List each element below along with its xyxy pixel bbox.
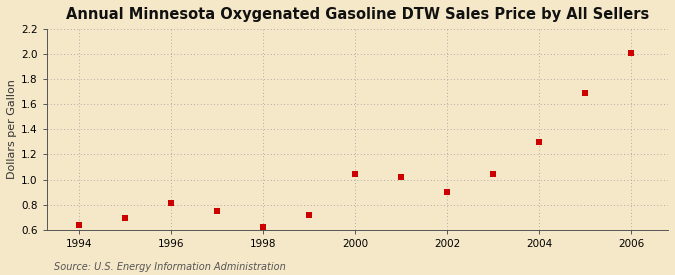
- Point: [304, 213, 315, 217]
- Point: [350, 172, 360, 177]
- Point: [74, 222, 84, 227]
- Point: [212, 209, 223, 213]
- Point: [258, 225, 269, 229]
- Point: [580, 90, 591, 95]
- Title: Annual Minnesota Oxygenated Gasoline DTW Sales Price by All Sellers: Annual Minnesota Oxygenated Gasoline DTW…: [65, 7, 649, 22]
- Point: [165, 201, 176, 206]
- Text: Source: U.S. Energy Information Administration: Source: U.S. Energy Information Administ…: [54, 262, 286, 272]
- Point: [534, 140, 545, 144]
- Point: [396, 175, 406, 179]
- Point: [119, 216, 130, 221]
- Point: [488, 172, 499, 177]
- Y-axis label: Dollars per Gallon: Dollars per Gallon: [7, 79, 17, 179]
- Point: [441, 190, 452, 194]
- Point: [626, 50, 637, 55]
